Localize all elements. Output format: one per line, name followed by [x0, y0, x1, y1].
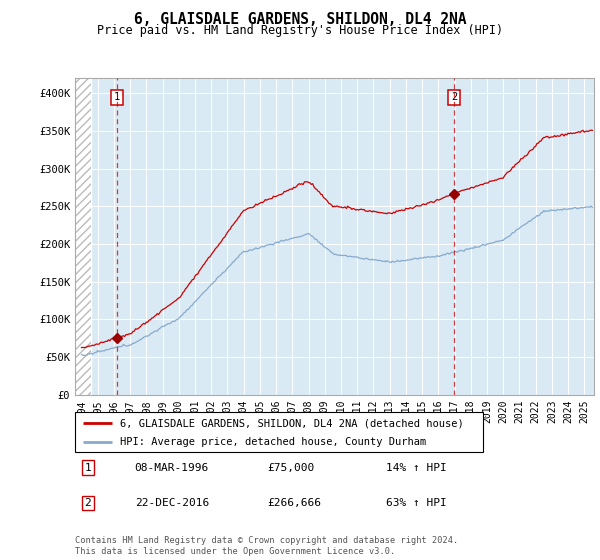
Text: 6, GLAISDALE GARDENS, SHILDON, DL4 2NA: 6, GLAISDALE GARDENS, SHILDON, DL4 2NA	[134, 12, 466, 27]
Text: 1: 1	[114, 92, 120, 102]
Polygon shape	[73, 78, 91, 395]
Text: 6, GLAISDALE GARDENS, SHILDON, DL4 2NA (detached house): 6, GLAISDALE GARDENS, SHILDON, DL4 2NA (…	[120, 418, 464, 428]
Text: Contains HM Land Registry data © Crown copyright and database right 2024.
This d: Contains HM Land Registry data © Crown c…	[75, 536, 458, 556]
Text: £266,666: £266,666	[267, 498, 321, 508]
Text: 2: 2	[451, 92, 457, 102]
Text: Price paid vs. HM Land Registry's House Price Index (HPI): Price paid vs. HM Land Registry's House …	[97, 24, 503, 36]
Text: 2: 2	[85, 498, 91, 508]
Text: 14% ↑ HPI: 14% ↑ HPI	[386, 463, 447, 473]
Text: 08-MAR-1996: 08-MAR-1996	[134, 463, 209, 473]
Text: 22-DEC-2016: 22-DEC-2016	[134, 498, 209, 508]
Text: 1: 1	[85, 463, 91, 473]
Text: 63% ↑ HPI: 63% ↑ HPI	[386, 498, 447, 508]
Text: HPI: Average price, detached house, County Durham: HPI: Average price, detached house, Coun…	[120, 437, 426, 446]
Text: £75,000: £75,000	[267, 463, 314, 473]
